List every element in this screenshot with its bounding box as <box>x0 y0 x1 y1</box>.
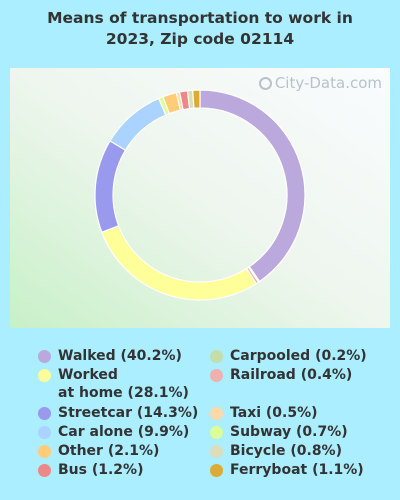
legend-swatch <box>210 426 223 439</box>
legend-swatch <box>38 464 51 477</box>
legend-label: Walked (40.2%) <box>58 348 182 364</box>
watermark-text: City-Data.com <box>274 74 382 92</box>
legend-label: Railroad (0.4%) <box>230 367 353 383</box>
legend-item-worked-at-home: Worked at home (28.1%) <box>38 366 189 402</box>
plot-area <box>10 68 390 328</box>
legend-item-bicycle: Bicycle (0.8%) <box>210 442 342 460</box>
legend-swatch <box>38 369 51 382</box>
legend-item-car-alone: Car alone (9.9%) <box>38 423 189 441</box>
legend-item-walked: Walked (40.2%) <box>38 347 182 365</box>
legend-swatch <box>38 426 51 439</box>
legend-label: Carpooled (0.2%) <box>230 348 367 364</box>
legend-item-other: Other (2.1%) <box>38 442 159 460</box>
donut-slice-ferryboat <box>192 89 201 109</box>
legend-label: Taxi (0.5%) <box>230 405 318 421</box>
legend-swatch <box>210 407 223 420</box>
legend-item-subway: Subway (0.7%) <box>210 423 348 441</box>
legend-item-carpooled: Carpooled (0.2%) <box>210 347 367 365</box>
legend-label: Ferryboat (1.1%) <box>230 462 364 478</box>
legend-item-railroad: Railroad (0.4%) <box>210 366 352 384</box>
donut-slice-walked <box>199 89 306 283</box>
donut-slice-worked-at-home <box>101 224 258 301</box>
donut-slice-car-alone <box>109 97 167 151</box>
legend-item-bus: Bus (1.2%) <box>38 461 143 479</box>
legend-swatch <box>210 445 223 458</box>
legend-label: Bus (1.2%) <box>58 462 144 478</box>
legend-label: Worked at home (28.1%) <box>58 367 189 401</box>
legend-item-ferryboat: Ferryboat (1.1%) <box>210 461 364 479</box>
legend-label: Streetcar (14.3%) <box>58 405 199 421</box>
chart-title: Means of transportation to work in 2023, … <box>47 9 353 48</box>
legend-swatch <box>38 445 51 458</box>
legend-label: Subway (0.7%) <box>230 424 348 440</box>
donut-chart <box>94 89 306 301</box>
legend-swatch <box>38 350 51 363</box>
legend-swatch <box>210 464 223 477</box>
legend-swatch <box>210 369 223 382</box>
city-data-logo-icon <box>258 76 272 90</box>
legend-label: Other (2.1%) <box>58 443 160 459</box>
donut-slice-streetcar <box>94 140 127 233</box>
legend-label: Car alone (9.9%) <box>58 424 190 440</box>
legend-swatch <box>38 407 51 420</box>
legend-swatch <box>210 350 223 363</box>
legend-item-taxi: Taxi (0.5%) <box>210 404 318 422</box>
legend-label: Bicycle (0.8%) <box>230 443 342 459</box>
legend-item-streetcar: Streetcar (14.3%) <box>38 404 198 422</box>
watermark: City-Data.com <box>258 74 382 92</box>
